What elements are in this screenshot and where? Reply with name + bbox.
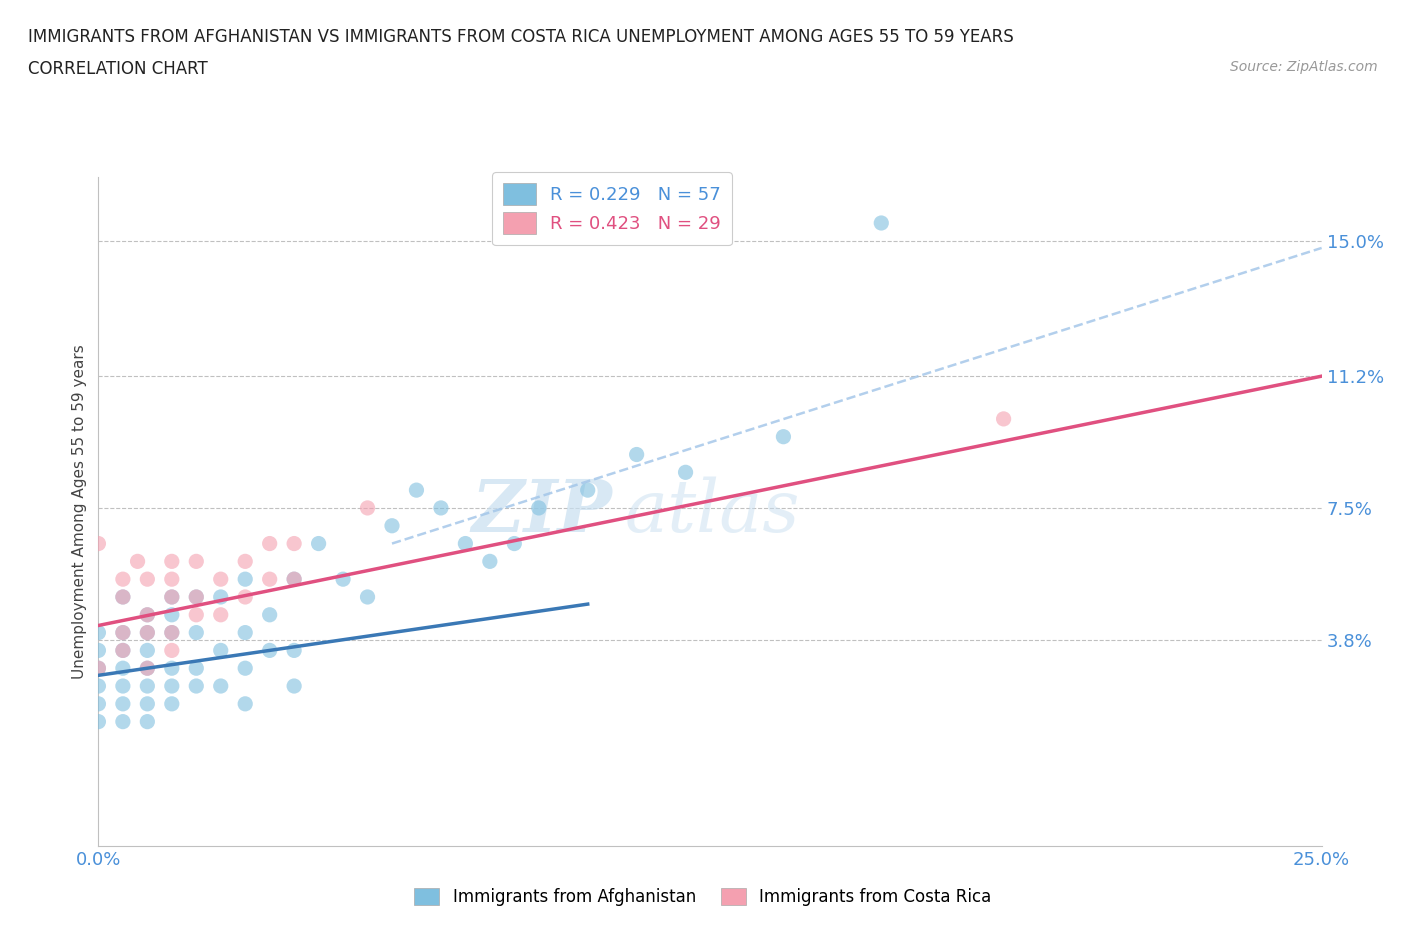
Point [127, 554, 149, 569]
Point [283, 679, 305, 694]
Point [259, 607, 281, 622]
Point [356, 590, 378, 604]
Point [111, 625, 134, 640]
Point [186, 590, 208, 604]
Point [186, 625, 208, 640]
Y-axis label: Unemployment Among Ages 55 to 59 years: Unemployment Among Ages 55 to 59 years [72, 344, 87, 679]
Point [454, 536, 477, 551]
Text: ZIP: ZIP [471, 476, 612, 547]
Point [332, 572, 354, 587]
Point [111, 572, 134, 587]
Text: IMMIGRANTS FROM AFGHANISTAN VS IMMIGRANTS FROM COSTA RICA UNEMPLOYMENT AMONG AGE: IMMIGRANTS FROM AFGHANISTAN VS IMMIGRANT… [28, 28, 1014, 46]
Point [186, 554, 208, 569]
Point [209, 590, 232, 604]
Point [209, 607, 232, 622]
Point [675, 465, 697, 480]
Point [772, 430, 794, 445]
Legend: Immigrants from Afghanistan, Immigrants from Costa Rica: Immigrants from Afghanistan, Immigrants … [408, 881, 998, 912]
Point [111, 679, 134, 694]
Point [283, 536, 305, 551]
Point [111, 714, 134, 729]
Point [87, 697, 110, 711]
Point [111, 643, 134, 658]
Point [111, 661, 134, 676]
Point [503, 536, 526, 551]
Point [160, 643, 183, 658]
Point [186, 607, 208, 622]
Point [430, 500, 453, 515]
Point [283, 643, 305, 658]
Point [259, 536, 281, 551]
Text: Source: ZipAtlas.com: Source: ZipAtlas.com [1230, 60, 1378, 74]
Point [136, 697, 159, 711]
Point [233, 590, 256, 604]
Point [136, 625, 159, 640]
Point [160, 679, 183, 694]
Point [527, 500, 550, 515]
Point [87, 625, 110, 640]
Point [259, 643, 281, 658]
Point [186, 661, 208, 676]
Point [87, 714, 110, 729]
Point [87, 679, 110, 694]
Point [136, 625, 159, 640]
Point [136, 607, 159, 622]
Point [136, 679, 159, 694]
Point [160, 590, 183, 604]
Point [136, 661, 159, 676]
Point [87, 661, 110, 676]
Point [308, 536, 330, 551]
Text: CORRELATION CHART: CORRELATION CHART [28, 60, 208, 78]
Point [160, 607, 183, 622]
Point [87, 643, 110, 658]
Point [160, 625, 183, 640]
Point [111, 643, 134, 658]
Point [136, 607, 159, 622]
Point [136, 572, 159, 587]
Point [626, 447, 648, 462]
Point [209, 679, 232, 694]
Point [160, 661, 183, 676]
Point [111, 590, 134, 604]
Point [233, 554, 256, 569]
Point [160, 590, 183, 604]
Point [405, 483, 427, 498]
Point [160, 625, 183, 640]
Point [283, 572, 305, 587]
Point [233, 697, 256, 711]
Point [111, 697, 134, 711]
Point [209, 643, 232, 658]
Point [283, 572, 305, 587]
Point [160, 697, 183, 711]
Point [209, 572, 232, 587]
Point [233, 625, 256, 640]
Point [259, 572, 281, 587]
Point [136, 661, 159, 676]
Point [111, 625, 134, 640]
Point [381, 518, 404, 533]
Point [233, 661, 256, 676]
Point [136, 714, 159, 729]
Point [160, 554, 183, 569]
Point [870, 216, 893, 231]
Point [186, 679, 208, 694]
Point [160, 572, 183, 587]
Point [576, 483, 599, 498]
Point [478, 554, 501, 569]
Point [87, 536, 110, 551]
Point [136, 643, 159, 658]
Text: atlas: atlas [624, 476, 800, 547]
Point [233, 572, 256, 587]
Point [87, 661, 110, 676]
Point [356, 500, 378, 515]
Point [186, 590, 208, 604]
Point [111, 590, 134, 604]
Point [993, 411, 1015, 426]
Legend: R = 0.229   N = 57, R = 0.423   N = 29: R = 0.229 N = 57, R = 0.423 N = 29 [492, 172, 733, 246]
